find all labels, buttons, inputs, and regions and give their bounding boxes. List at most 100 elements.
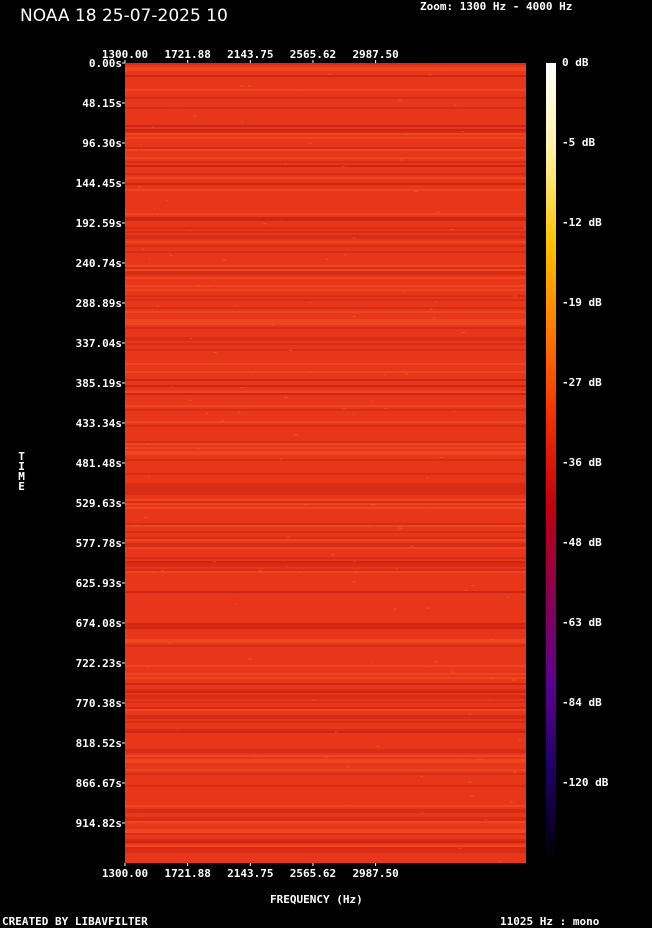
spectrogram-speckle [342,408,346,410]
spectrogram-band [125,189,526,191]
spectrogram-band [125,227,526,229]
spectrogram-band [125,543,526,545]
spectrogram-speckle [470,585,475,587]
spectrogram-speckle [370,67,373,69]
spectrogram-speckle [429,511,431,513]
spectrogram-speckle [402,291,406,293]
spectrogram-speckle [491,638,495,640]
spectrogram-speckle [272,324,274,326]
spectrogram-speckle [372,662,374,664]
spectrogram-band [125,489,526,491]
colorbar-tick-label: -120 dB [562,776,609,789]
y-ticks: 0.00s 48.15s 96.30s 144.45s 192.59s 240.74s 28… [76,57,125,830]
spectrogram-band [125,683,526,685]
spectrogram-band [125,691,526,693]
spectrogram-band [125,563,526,565]
spectrogram-speckle [309,371,312,373]
zoom-range-label: Zoom: 1300 Hz - 4000 Hz [420,0,573,13]
spectrogram-speckle [460,758,462,760]
spectrogram-speckle [398,99,402,101]
y-tick-label: 722.23s [76,657,122,670]
spectrogram-speckle [334,731,339,733]
spectrogram-speckle [151,126,154,128]
spectrogram-speckle [439,456,444,458]
x-tick-label-top: 2565.62 [290,48,336,61]
spectrogram-band [125,523,526,525]
spectrogram-band [125,131,526,133]
spectrogram-plot [125,63,527,863]
spectrogram-band [125,503,526,505]
spectrogram-band [125,319,526,321]
spectrogram-band [125,491,526,493]
spectrogram-speckle [197,285,200,287]
spectrogram-band [125,391,526,393]
spectrogram-speckle [161,570,164,572]
spectrogram-band [125,343,526,345]
spectrogram-band [125,811,526,813]
colorbar [546,63,556,863]
y-tick-label: 288.89s [76,297,122,310]
spectrogram-band [125,379,526,381]
spectrogram-speckle [510,801,514,803]
spectrogram-speckle [489,700,491,702]
spectrogram-speckle [263,223,267,225]
spectrogram-band [125,571,526,573]
spectrogram-band [125,267,526,269]
spectrogram-band [125,177,526,179]
spectrogram-speckle [429,308,433,310]
spectrogram-band [125,161,526,163]
y-tick-label: 48.15s [82,97,122,110]
spectrogram-band [125,133,526,135]
spectrogram-speckle [138,186,141,188]
spectrogram-speckle [397,526,402,528]
spectrogram-band [125,451,526,453]
spectrogram-band [125,371,526,373]
spectrogram-speckle [453,104,457,106]
spectrogram-speckle [405,373,409,375]
x-tick-label-bottom: 1300.00 [102,867,148,880]
spectrogram-speckle [425,607,430,609]
spectrogram-speckle [240,387,244,389]
spectrogram-band [125,213,526,215]
spectrogram-speckle [287,536,290,538]
spectrogram-speckle [383,374,386,376]
spectrogram-speckle [222,420,225,422]
spectrogram-speckle [308,142,312,144]
spectrogram-speckle [461,131,464,133]
x-axis-label: FREQUENCY (Hz) [270,893,363,906]
spectrogram-speckle [345,766,350,768]
spectrogram-speckle [433,317,436,319]
x-tick-label-top: 1300.00 [102,48,148,61]
spectrogram-speckle [325,258,329,260]
spectrogram-band [125,525,526,527]
spectrogram-band [125,537,526,539]
spectrogram-speckle [498,861,501,863]
spectrogram-band [125,839,526,841]
spectrogram-speckle [352,237,356,239]
spectrogram-speckle [241,121,244,123]
spectrogram-band [125,107,526,109]
spectrogram-speckle [140,145,142,147]
spectrogram-speckle [414,191,419,193]
x-ticks-top: 1300.00 1721.88 2143.75 2565.62 2987.50 [102,48,399,63]
spectrogram-speckle [223,259,227,261]
spectrogram-band [125,393,526,395]
spectrogram-speckle [352,316,356,318]
spectrogram-band [125,125,526,127]
spectrogram-band [125,627,526,629]
spectrogram-band [125,507,526,509]
colorbar-tick-label: 0 dB [562,56,589,69]
spectrogram-band [125,721,526,723]
spectrogram-band [125,849,526,851]
spectrogram-speckle [171,386,174,388]
spectrogram-speckle [247,85,252,87]
spectrogram-speckle [352,414,354,416]
spectrogram-band [125,591,526,593]
spectrogram-speckle [287,565,289,567]
x-tick-label-top: 2987.50 [352,48,398,61]
spectrogram-band [125,769,526,771]
y-tick-label: 337.04s [76,337,122,350]
x-tick-label-bottom: 2987.50 [352,867,398,880]
spectrogram-band [125,695,526,697]
spectrogram-speckle [410,545,414,547]
